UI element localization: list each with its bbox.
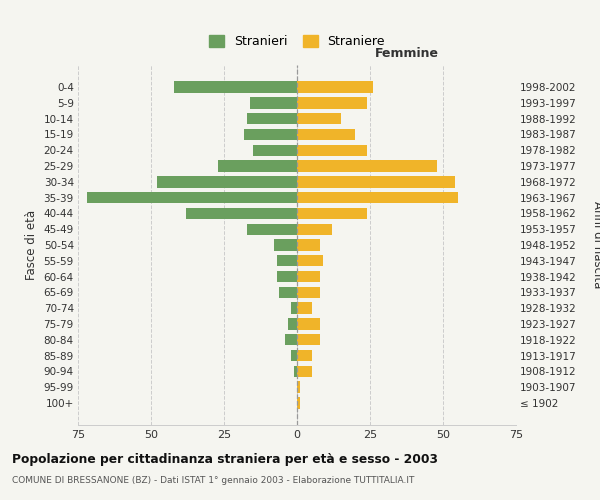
Bar bbox=[297, 271, 320, 282]
Bar bbox=[297, 192, 458, 203]
Bar bbox=[277, 271, 297, 282]
Legend: Stranieri, Straniere: Stranieri, Straniere bbox=[209, 35, 385, 48]
Bar bbox=[297, 113, 341, 124]
Bar bbox=[297, 240, 320, 250]
Bar bbox=[297, 208, 367, 219]
Bar bbox=[297, 255, 323, 266]
Bar bbox=[297, 97, 367, 108]
Bar bbox=[175, 82, 297, 92]
Bar bbox=[87, 192, 297, 203]
Bar bbox=[297, 398, 300, 408]
Bar bbox=[291, 350, 297, 362]
Text: Popolazione per cittadinanza straniera per età e sesso - 2003: Popolazione per cittadinanza straniera p… bbox=[12, 452, 438, 466]
Bar bbox=[291, 302, 297, 314]
Y-axis label: Fasce di età: Fasce di età bbox=[25, 210, 38, 280]
Bar bbox=[186, 208, 297, 219]
Text: COMUNE DI BRESSANONE (BZ) - Dati ISTAT 1° gennaio 2003 - Elaborazione TUTTITALIA: COMUNE DI BRESSANONE (BZ) - Dati ISTAT 1… bbox=[12, 476, 415, 485]
Bar bbox=[297, 366, 311, 377]
Bar bbox=[294, 366, 297, 377]
Bar bbox=[286, 334, 297, 345]
Bar bbox=[250, 97, 297, 108]
Bar bbox=[297, 382, 300, 393]
Bar bbox=[247, 224, 297, 235]
Bar bbox=[297, 350, 311, 362]
Bar bbox=[280, 286, 297, 298]
Bar bbox=[297, 144, 367, 156]
Bar bbox=[297, 224, 332, 235]
Bar bbox=[277, 255, 297, 266]
Bar bbox=[297, 302, 311, 314]
Bar bbox=[288, 318, 297, 330]
Bar bbox=[297, 334, 320, 345]
Bar bbox=[297, 160, 437, 172]
Bar bbox=[297, 286, 320, 298]
Text: Femmine: Femmine bbox=[374, 46, 439, 60]
Bar bbox=[253, 144, 297, 156]
Bar bbox=[244, 128, 297, 140]
Bar bbox=[297, 128, 355, 140]
Bar bbox=[297, 82, 373, 92]
Bar bbox=[218, 160, 297, 172]
Bar bbox=[297, 176, 455, 188]
Bar bbox=[274, 240, 297, 250]
Y-axis label: Anni di nascita: Anni di nascita bbox=[591, 202, 600, 288]
Bar bbox=[297, 318, 320, 330]
Bar bbox=[157, 176, 297, 188]
Bar bbox=[247, 113, 297, 124]
